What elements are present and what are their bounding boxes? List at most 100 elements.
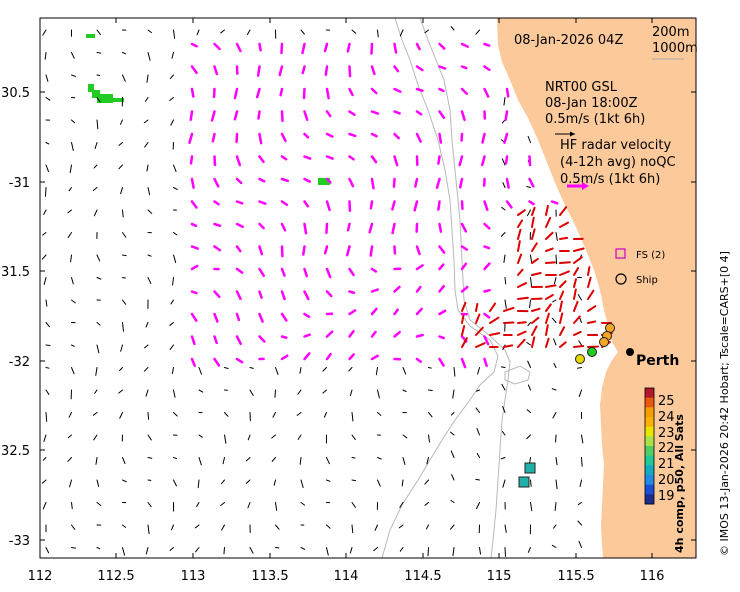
radar-velocity-arrow xyxy=(531,206,536,216)
radar-velocity-arrow xyxy=(190,177,195,189)
radar-velocity-arrow xyxy=(503,344,514,348)
radar-velocity-arrow xyxy=(393,87,402,93)
model-current-arrow xyxy=(92,187,98,192)
ship-marker[interactable] xyxy=(575,354,585,364)
radar-velocity-arrow xyxy=(213,222,222,228)
model-current-arrow xyxy=(45,142,50,145)
model-current-arrow xyxy=(45,547,50,554)
model-current-arrow xyxy=(271,434,276,439)
model-current-arrow xyxy=(402,434,408,439)
radar-velocity-arrow xyxy=(483,245,491,250)
model-current-arrow xyxy=(71,299,76,304)
radar-velocity-arrow xyxy=(325,87,330,100)
radar-velocity-arrow xyxy=(545,324,549,336)
radar-velocity-arrow xyxy=(483,222,491,230)
radar-velocity-arrow xyxy=(517,282,528,288)
model-current-arrow xyxy=(71,52,75,59)
model-current-arrow xyxy=(399,29,404,37)
model-current-arrow xyxy=(94,142,98,150)
radar-velocity-arrow xyxy=(346,222,351,232)
model-current-arrow xyxy=(67,209,72,214)
model-current-arrow xyxy=(581,434,584,444)
radar-velocity-arrow xyxy=(460,285,469,293)
model-current-arrow xyxy=(173,29,176,39)
radar-velocity-arrow xyxy=(280,222,287,232)
radar-velocity-arrow xyxy=(517,268,524,276)
model-current-arrow xyxy=(144,97,149,102)
model-current-arrow xyxy=(146,164,149,172)
radar-velocity-arrow xyxy=(190,222,198,228)
model-current-arrow xyxy=(476,452,480,458)
sst-patch xyxy=(318,178,330,185)
radar-velocity-arrow xyxy=(348,290,356,295)
model-current-arrow xyxy=(144,344,149,349)
radar-velocity-arrow xyxy=(545,231,554,240)
model-current-arrow xyxy=(402,367,407,375)
radar-velocity-arrow xyxy=(475,326,484,336)
radar-velocity-arrow xyxy=(550,200,559,205)
radar-velocity-arrow xyxy=(213,65,219,76)
model-current-arrow xyxy=(297,434,302,440)
radar-velocity-arrow xyxy=(280,200,289,207)
model-current-arrow xyxy=(71,547,76,549)
model-current-arrow xyxy=(96,52,102,54)
model-current-arrow xyxy=(173,389,176,398)
model-current-arrow xyxy=(171,524,174,531)
radar-velocity-arrow xyxy=(258,155,265,164)
ship-marker[interactable] xyxy=(587,347,597,357)
radar-velocity-arrow xyxy=(303,177,312,183)
y-tick-label: -33 xyxy=(9,534,30,549)
radar-velocity-arrow xyxy=(483,312,491,319)
radar-velocity-arrow xyxy=(415,333,424,338)
model-current-arrow xyxy=(577,502,582,506)
model-current-arrow xyxy=(71,367,75,375)
model-current-arrow xyxy=(169,547,174,551)
model-current-arrow xyxy=(555,232,558,241)
ship-marker[interactable] xyxy=(599,337,609,347)
radar-velocity-arrow xyxy=(461,337,468,348)
colorbar-segment xyxy=(645,455,654,466)
model-current-arrow xyxy=(450,431,455,436)
model-current-arrow xyxy=(220,479,225,485)
radar-velocity-arrow xyxy=(348,110,356,116)
radar-velocity-arrow xyxy=(258,200,267,205)
model-current-arrow xyxy=(377,457,382,460)
model-current-arrow xyxy=(374,524,378,531)
colorbar-segment xyxy=(645,465,654,476)
radar-velocity-arrow xyxy=(393,110,401,115)
y-tick-label: 32.5 xyxy=(1,444,30,459)
radar-velocity-arrow xyxy=(531,316,540,324)
model-current-arrow xyxy=(450,450,455,458)
model-title: NRT00 GSL xyxy=(545,80,618,95)
radar-velocity-arrow xyxy=(303,267,309,278)
model-current-arrow xyxy=(351,502,356,508)
fs-marker[interactable] xyxy=(518,476,530,488)
plot-frame xyxy=(39,17,697,559)
model-current-arrow xyxy=(119,412,123,419)
model-current-arrow xyxy=(553,362,557,368)
model-current-arrow xyxy=(145,322,149,328)
colorbar-segment xyxy=(645,397,654,408)
model-current-arrow xyxy=(93,209,98,217)
model-current-arrow xyxy=(68,412,72,418)
model-current-arrow xyxy=(451,474,455,481)
model-current-arrow xyxy=(94,389,98,394)
fs-marker[interactable] xyxy=(524,462,536,474)
model-current-arrow xyxy=(272,412,276,418)
radar-velocity-arrow xyxy=(370,110,380,115)
y-tick-label: -32 xyxy=(9,355,30,370)
model-current-arrow xyxy=(453,367,456,377)
model-current-arrow xyxy=(502,406,506,413)
radar-velocity-arrow xyxy=(258,177,266,183)
model-current-arrow xyxy=(501,431,506,436)
radar-velocity-arrow xyxy=(233,87,239,100)
colorbar-frame xyxy=(644,387,655,505)
model-current-arrow xyxy=(551,544,557,548)
model-current-arrow xyxy=(326,524,331,529)
model-current-arrow xyxy=(501,119,506,124)
drifter-markers xyxy=(518,323,615,488)
colorbar-segment xyxy=(645,436,654,447)
radar-velocity-arrow xyxy=(415,357,423,364)
radar-velocity-arrow xyxy=(233,110,239,121)
model-current-arrow xyxy=(118,164,123,170)
